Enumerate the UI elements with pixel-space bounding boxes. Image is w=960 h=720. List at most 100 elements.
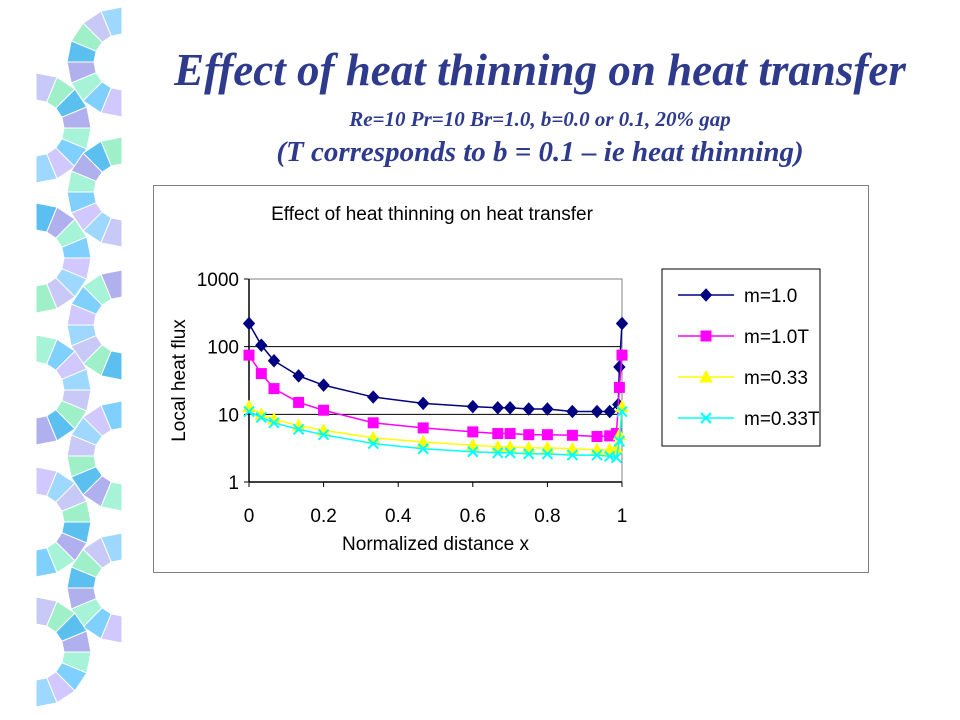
data-point	[292, 369, 305, 383]
spiral-arc	[35, 202, 92, 314]
data-point	[417, 443, 429, 455]
data-point	[566, 404, 579, 419]
legend-marker	[700, 330, 712, 342]
data-point	[492, 428, 504, 440]
spiral-segment	[100, 350, 123, 381]
plot-area	[249, 279, 622, 482]
spiral-segment	[100, 613, 123, 644]
x-tick-label: 0.2	[310, 506, 336, 527]
series-4	[243, 405, 628, 464]
spiral-binding-decoration	[35, 6, 123, 708]
y-tick-label: 10	[218, 405, 239, 426]
legend-label: m=1.0T	[744, 327, 809, 348]
chart-area: Effect of heat thinning on heat transfer…	[153, 185, 869, 573]
data-point	[613, 381, 625, 393]
spiral-arc	[66, 400, 123, 512]
data-point	[243, 349, 255, 361]
data-point	[416, 434, 431, 448]
spiral-segment	[100, 481, 123, 512]
x-tick-label: 1	[617, 506, 628, 527]
legend: m=1.0 m=1.0T m=0.33 m=0.33T	[661, 268, 821, 447]
data-point	[609, 440, 624, 454]
data-point	[417, 396, 430, 411]
data-point	[615, 316, 629, 331]
data-point	[603, 404, 616, 419]
series-1	[242, 316, 629, 419]
x-tick-label: 0.4	[385, 506, 412, 527]
data-point	[616, 349, 628, 361]
data-point	[566, 449, 579, 461]
data-point	[255, 411, 268, 424]
spiral-arc	[66, 6, 123, 118]
data-point	[467, 426, 479, 438]
data-point	[318, 404, 330, 416]
data-point	[317, 428, 330, 441]
series-2	[243, 349, 628, 443]
y-tick-label: 1	[228, 473, 239, 494]
y-tick-label: 1000	[197, 270, 239, 291]
spiral-arc	[35, 72, 92, 184]
legend-item: m=0.33T	[678, 409, 820, 430]
data-point	[566, 429, 578, 441]
chart-title: Effect of heat thinning on heat transfer	[271, 204, 593, 225]
data-point	[523, 448, 535, 460]
data-point	[242, 316, 256, 331]
data-point	[522, 402, 535, 416]
data-point	[523, 429, 535, 441]
spiral-segment	[100, 87, 123, 118]
data-point	[255, 338, 268, 352]
y-axis-label: Local heat flux	[169, 319, 190, 442]
data-point	[293, 396, 305, 408]
x-tick-label: 0.6	[460, 506, 486, 527]
spiral-segment	[35, 547, 58, 578]
data-point	[417, 422, 429, 434]
spiral-segment	[35, 415, 58, 446]
data-point	[613, 435, 626, 447]
data-point	[541, 448, 554, 460]
slide-title: Effect of heat thinning on heat transfer	[174, 45, 906, 95]
y-tick-label: 100	[207, 338, 239, 359]
data-point	[317, 378, 330, 392]
spiral-segment	[35, 677, 58, 708]
spiral-arc	[35, 596, 92, 708]
slide-subtitle-parameters: Re=10 Pr=10 Br=1.0, b=0.0 or 0.1, 20% ga…	[349, 107, 731, 131]
chart-svg: Effect of heat thinning on heat transfer…	[169, 204, 821, 555]
data-point	[367, 390, 380, 404]
data-point	[613, 360, 626, 374]
x-axis-label: Normalized distance x	[342, 534, 529, 555]
legend-label: m=0.33	[744, 368, 808, 389]
data-point	[591, 449, 603, 461]
legend-marker	[699, 369, 713, 383]
data-point	[268, 383, 280, 395]
legend-label: m=0.33T	[744, 409, 820, 430]
data-point	[590, 404, 604, 419]
data-point	[591, 431, 603, 443]
legend-item: m=1.0T	[678, 327, 809, 348]
spiral-segment	[35, 283, 58, 314]
data-point	[267, 353, 281, 368]
data-point	[504, 428, 516, 440]
data-point	[541, 402, 554, 416]
data-point	[492, 447, 504, 459]
x-tick-label: 0.8	[534, 506, 560, 527]
data-point	[504, 447, 516, 459]
spiral-segment	[35, 153, 58, 184]
spiral-arc	[35, 466, 92, 578]
x-tick-label: 0	[244, 506, 255, 527]
data-point	[292, 423, 305, 436]
data-point	[268, 417, 280, 429]
spiral-arc	[66, 269, 123, 381]
spiral-arc	[66, 532, 123, 644]
data-point	[367, 417, 379, 429]
data-point	[466, 399, 479, 414]
data-point	[243, 405, 255, 418]
legend-item: m=1.0	[678, 286, 797, 307]
legend-label: m=1.0	[744, 286, 797, 307]
data-point	[616, 405, 628, 418]
spiral-segment	[100, 217, 123, 248]
data-point	[255, 368, 267, 380]
slide-subtitle-note: (T corresponds to b = 0.1 – ie heat thin…	[276, 136, 804, 168]
data-point	[503, 401, 517, 415]
legend-box	[661, 268, 821, 447]
legend-item: m=0.33	[678, 368, 808, 389]
